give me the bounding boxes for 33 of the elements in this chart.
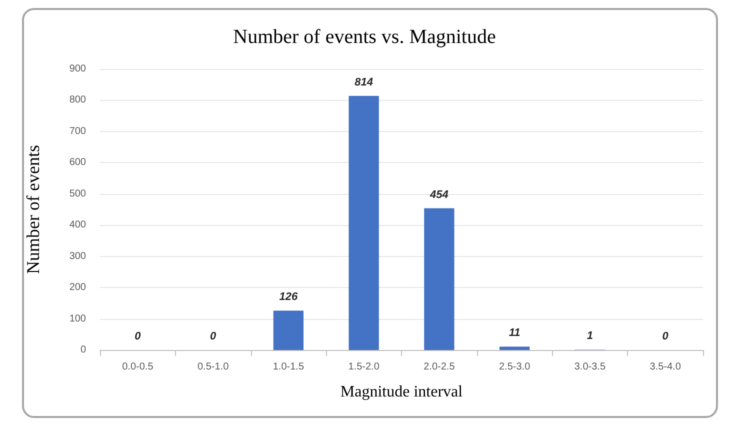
data-label: 0 bbox=[662, 330, 670, 342]
data-label: 1 bbox=[586, 330, 593, 342]
y-tick-label: 600 bbox=[69, 157, 86, 168]
bar bbox=[499, 346, 530, 350]
x-tick-label: 3.0-3.5 bbox=[574, 362, 606, 372]
x-tick-label: 1.5-2.0 bbox=[348, 362, 380, 372]
y-tick-label: 800 bbox=[69, 94, 86, 106]
data-label: 814 bbox=[354, 76, 373, 88]
x-tick-label: 0.5-1.0 bbox=[197, 362, 230, 372]
x-tick-label: 2.0-2.5 bbox=[424, 362, 456, 372]
y-tick-label: 700 bbox=[69, 126, 86, 137]
y-tick-label: 0 bbox=[80, 344, 86, 356]
y-tick-label: 200 bbox=[69, 282, 86, 294]
data-label: 0 bbox=[134, 330, 142, 342]
y-tick-label: 500 bbox=[69, 188, 86, 200]
data-label: 0 bbox=[210, 330, 217, 342]
y-tick-label: 900 bbox=[69, 64, 86, 74]
bar bbox=[348, 96, 379, 350]
bar bbox=[273, 310, 304, 350]
y-tick-label: 400 bbox=[69, 220, 86, 231]
y-tick-label: 300 bbox=[69, 250, 86, 262]
y-axis-title: Number of events bbox=[23, 145, 43, 274]
chart-title: Number of events vs. Magnitude bbox=[233, 26, 496, 48]
data-label: 454 bbox=[429, 188, 448, 201]
x-axis-title: Magnitude interval bbox=[340, 384, 464, 400]
x-tick-label: 1.0-1.5 bbox=[272, 362, 304, 372]
x-tick-label: 3.5-4.0 bbox=[650, 362, 682, 372]
data-label: 126 bbox=[279, 291, 298, 304]
data-label: 11 bbox=[508, 327, 520, 340]
x-tick-label: 2.5-3.0 bbox=[498, 362, 531, 372]
bar bbox=[424, 208, 454, 350]
x-tick-label: 0.0-0.5 bbox=[122, 362, 154, 372]
y-tick-label: 100 bbox=[69, 313, 86, 324]
